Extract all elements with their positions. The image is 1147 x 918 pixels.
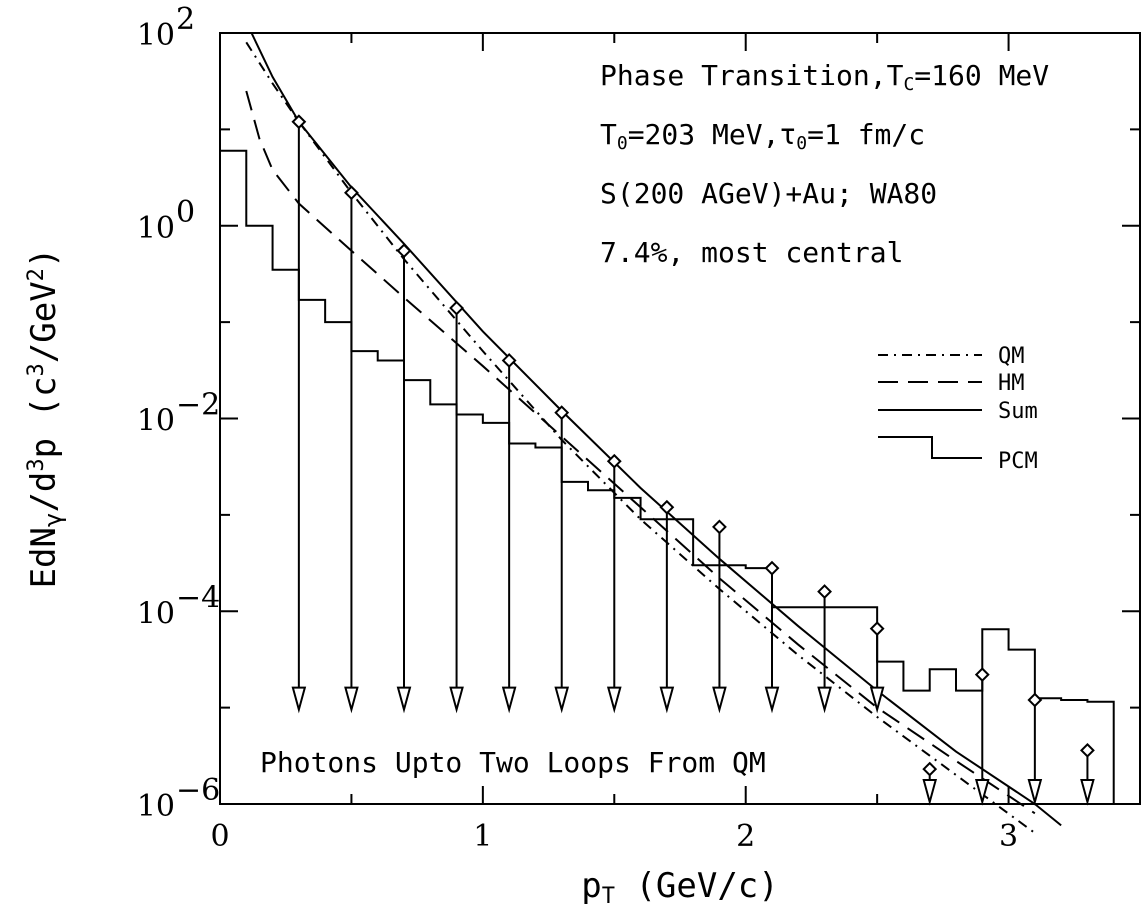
sum-curve [250, 32, 1062, 827]
y-tick-exponent: 0 [176, 195, 195, 230]
down-arrow-head [1027, 779, 1043, 806]
down-arrow-head [501, 686, 517, 714]
diamond-marker [396, 243, 412, 259]
data-point [501, 353, 517, 714]
y-tick-exponent: −2 [176, 388, 220, 423]
data-point [1080, 742, 1095, 806]
diamond-marker [974, 667, 990, 683]
diamond-marker [712, 519, 727, 535]
y-tick-label: 10 [137, 18, 175, 53]
data-points-layer [291, 114, 1095, 806]
diamond-marker [659, 499, 675, 515]
down-arrow-head [344, 686, 359, 714]
down-arrow-head [449, 686, 464, 714]
data-point [449, 300, 464, 714]
y-tick-label: 10 [137, 789, 175, 824]
y-tick-label: 10 [137, 211, 175, 246]
down-arrow-head [922, 779, 938, 806]
legend-hm-label: HM [998, 371, 1025, 396]
down-arrow-head [869, 686, 885, 714]
axis-titles-layer: pT (GeV/c) EdNγ/d3p (c3/GeV2) [24, 248, 779, 909]
down-arrow-head [659, 686, 675, 714]
data-point [554, 405, 570, 714]
diamond-marker [449, 300, 464, 316]
x-tick-label: 3 [999, 819, 1018, 854]
data-point [817, 584, 832, 714]
legend-qm-label: QM [998, 344, 1025, 369]
legend-pcm-swatch [878, 436, 982, 459]
down-arrow-head [606, 686, 622, 714]
bottom-annotation: Photons Upto Two Loops From QM [260, 746, 766, 779]
y-axis-title: EdNγ/d3p (c3/GeV2) [24, 248, 68, 589]
hm-curve [245, 90, 1036, 815]
down-arrow-head [291, 686, 307, 714]
data-point [606, 453, 622, 714]
y-tick-exponent: 2 [176, 2, 195, 37]
legend-sum-label: Sum [998, 399, 1038, 424]
x-tick-label: 2 [736, 819, 755, 854]
x-tick-label: 1 [473, 819, 492, 854]
down-arrow-head [712, 686, 727, 714]
data-point [869, 621, 885, 714]
data-point [974, 667, 990, 806]
data-point [659, 499, 675, 714]
y-tick-label: 10 [137, 596, 175, 631]
y-tick-exponent: −6 [176, 773, 220, 808]
diamond-marker [764, 560, 780, 576]
down-arrow-head [764, 686, 780, 714]
down-arrow-head [396, 686, 412, 714]
ticks-layer [219, 32, 1141, 805]
data-point [1027, 692, 1043, 806]
pcm-histogram [220, 149, 1115, 804]
diamond-marker [869, 621, 885, 637]
annotation-line: Phase Transition,TC=160 MeV [600, 59, 1049, 95]
diamond-marker [1027, 692, 1043, 708]
x-tick-label: 0 [210, 819, 229, 854]
annotation-line: 7.4%, most central [600, 236, 903, 269]
data-point [396, 243, 412, 714]
diamond-marker [291, 114, 307, 130]
data-point [922, 761, 938, 806]
down-arrow-head [817, 686, 832, 714]
y-tick-exponent: −4 [176, 580, 220, 615]
curves-layer [245, 32, 1062, 834]
annotations-layer: Phase Transition,TC=160 MeV T0=203 MeV,τ0… [260, 59, 1049, 779]
data-point [291, 114, 307, 714]
diamond-marker [1080, 742, 1095, 758]
diamond-marker [554, 405, 570, 421]
down-arrow-head [974, 779, 990, 806]
diamond-marker [606, 453, 622, 469]
down-arrow-head [1080, 779, 1095, 806]
data-point [764, 560, 780, 714]
annotation-line: S(200 AGeV)+Au; WA80 [600, 177, 937, 210]
diamond-marker [501, 353, 517, 368]
pcm-histogram-layer [220, 149, 1115, 804]
diamond-marker [817, 584, 832, 599]
down-arrow-head [554, 686, 570, 714]
x-axis-title: pT (GeV/c) [581, 866, 779, 909]
annotation-line: T0=203 MeV,τ0=1 fm/c [600, 118, 925, 154]
diamond-marker [922, 761, 938, 777]
diamond-marker [344, 185, 359, 201]
legend-pcm-label: PCM [998, 449, 1038, 474]
data-point [344, 185, 359, 714]
data-point [712, 519, 727, 714]
y-tick-label: 10 [137, 404, 175, 439]
